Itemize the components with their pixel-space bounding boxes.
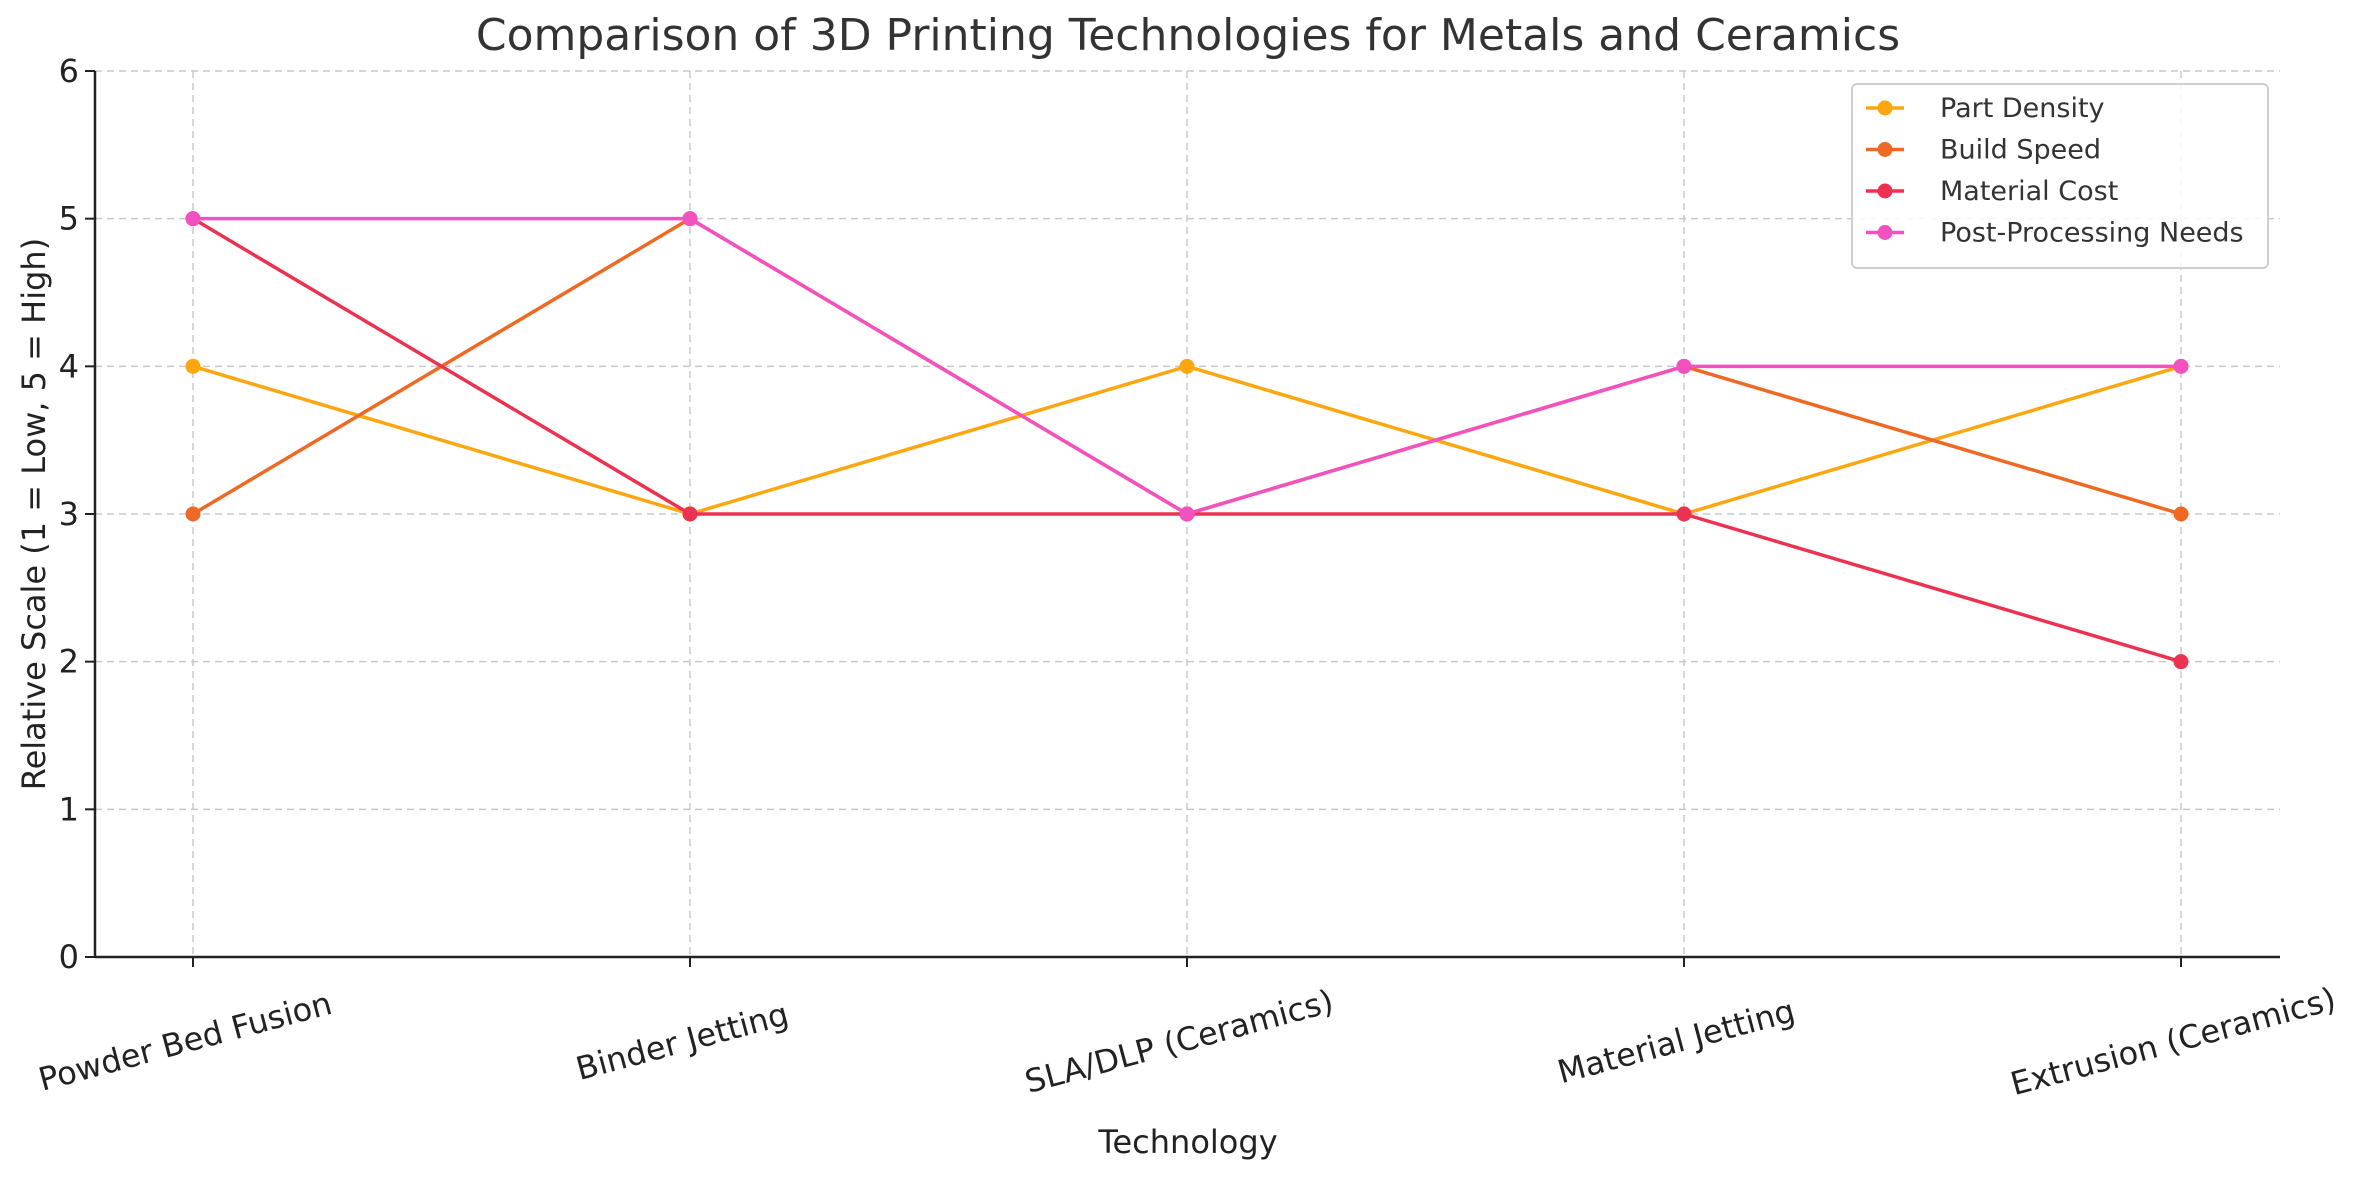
data-point <box>2173 654 2189 670</box>
legend-label: Build Speed <box>1940 135 2101 166</box>
y-tick-label: 0 <box>59 938 79 976</box>
series-post-processing-needs <box>185 211 2189 522</box>
x-tick-label: Powder Bed Fusion <box>35 984 336 1099</box>
y-tick-label: 2 <box>59 643 79 681</box>
x-tick-label: Material Jetting <box>1553 991 1798 1091</box>
chart-title: Comparison of 3D Printing Technologies f… <box>476 10 1900 61</box>
legend-label: Part Density <box>1940 93 2105 124</box>
legend-item-material-cost: Material Cost <box>1866 176 2118 207</box>
data-point <box>2173 506 2189 522</box>
y-tick-label: 5 <box>59 200 79 238</box>
legend-swatch-marker <box>1877 142 1893 157</box>
data-point <box>682 211 698 227</box>
x-tick-label: Extrusion (Ceramics) <box>2007 980 2340 1103</box>
y-axis-label: Relative Scale (1 = Low, 5 = High) <box>15 238 53 790</box>
x-tick-label: Binder Jetting <box>572 995 793 1088</box>
y-tick-label: 3 <box>59 495 79 533</box>
x-axis-label: Technology <box>1097 1123 1277 1161</box>
legend-item-part-density: Part Density <box>1866 93 2105 124</box>
legend: Part Density Build Speed Material Cost Post… <box>1851 83 2269 269</box>
series-line <box>192 217 2182 664</box>
data-point <box>185 211 201 227</box>
legend-label: Material Cost <box>1940 176 2118 207</box>
series-lines <box>185 211 2189 670</box>
data-point <box>1179 358 1195 374</box>
legend-box <box>1851 83 2269 269</box>
legend-swatch-marker <box>1877 183 1893 199</box>
x-tick-label: SLA/DLP (Ceramics) <box>1021 982 1338 1101</box>
y-tick-label: 4 <box>59 347 79 385</box>
y-tick-label: 1 <box>59 790 79 828</box>
data-point <box>1179 506 1195 522</box>
data-point <box>1676 506 1692 522</box>
legend-label: Post-Processing Needs <box>1940 218 2244 249</box>
data-point <box>185 358 201 374</box>
data-point <box>185 506 201 522</box>
x-axis-ticks: Powder Bed Fusion Binder Jetting SLA/DLP (… <box>35 957 2340 1103</box>
y-axis-ticks: 0 1 2 3 4 5 6 <box>59 52 95 976</box>
legend-swatch-marker <box>1877 100 1893 116</box>
legend-item-post-processing-needs: Post-Processing Needs <box>1866 218 2244 249</box>
legend-swatch-marker <box>1877 225 1893 240</box>
y-tick-label: 6 <box>59 52 79 90</box>
legend-item-build-speed: Build Speed <box>1866 135 2101 166</box>
data-point <box>2173 358 2189 374</box>
data-point <box>1676 358 1692 374</box>
data-point <box>682 506 698 522</box>
